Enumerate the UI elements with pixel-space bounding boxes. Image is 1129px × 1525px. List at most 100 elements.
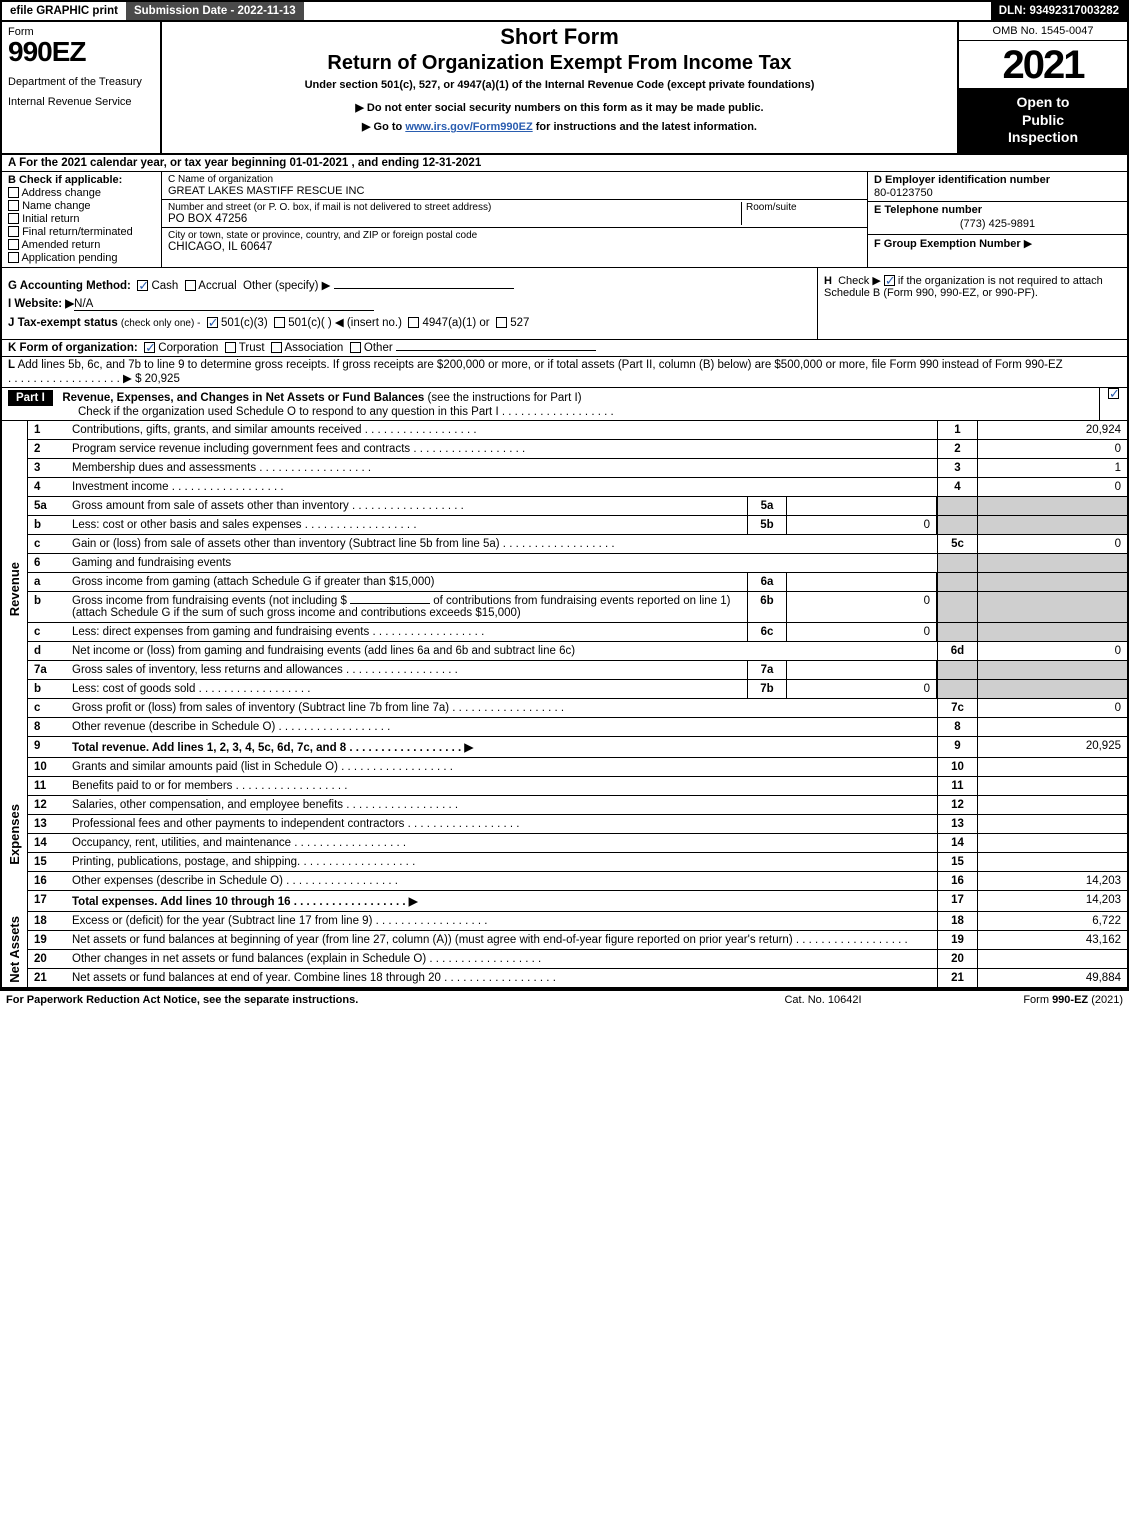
header-mid: Short Form Return of Organization Exempt…: [162, 22, 957, 153]
line-6d: d Net income or (loss) from gaming and f…: [28, 642, 1127, 661]
chk-amended-return[interactable]: Amended return: [8, 239, 155, 251]
f-arrow: ▶: [1024, 238, 1032, 250]
line-7a: 7a Gross sales of inventory, less return…: [28, 661, 1127, 680]
j-501c-check[interactable]: [274, 317, 285, 328]
line-a-label: A: [8, 157, 16, 169]
dept-irs: Internal Revenue Service: [8, 96, 154, 108]
b-checkif: Check if applicable:: [19, 174, 122, 186]
g-other-blank[interactable]: [334, 288, 514, 289]
g-cash-check[interactable]: [137, 280, 148, 291]
line-1: 1 Contributions, gifts, grants, and simi…: [28, 421, 1127, 440]
line-l: L Add lines 5b, 6c, and 7b to line 9 to …: [0, 357, 1129, 388]
chk-address-change[interactable]: Address change: [8, 187, 155, 199]
d-label: D Employer identification number: [874, 174, 1050, 186]
k-trust-check[interactable]: [225, 342, 236, 353]
org-name: GREAT LAKES MASTIFF RESCUE INC: [168, 185, 861, 197]
j-4947-check[interactable]: [408, 317, 419, 328]
line-6a: a Gross income from gaming (attach Sched…: [28, 573, 1127, 592]
6b-blank[interactable]: [350, 603, 430, 604]
footer-right-pre: Form: [1023, 994, 1052, 1006]
k-assoc: Association: [285, 342, 344, 354]
revenue-table: Revenue 1 Contributions, gifts, grants, …: [0, 421, 1129, 758]
b-label: B: [8, 174, 16, 186]
chk-initial-return[interactable]: Initial return: [8, 213, 155, 225]
k-label: K Form of organization:: [8, 342, 138, 354]
dept-treasury: Department of the Treasury: [8, 76, 154, 88]
line-21: 21Net assets or fund balances at end of …: [28, 969, 1127, 987]
line-6c: c Less: direct expenses from gaming and …: [28, 623, 1127, 642]
header-right: OMB No. 1545-0047 2021 Open to Public In…: [957, 22, 1127, 153]
j-label: J Tax-exempt status: [8, 317, 118, 329]
chk-final-return[interactable]: Final return/terminated: [8, 226, 155, 238]
c-city-label: City or town, state or province, country…: [168, 230, 861, 241]
revenue-label: Revenue: [7, 562, 22, 616]
topbar-spacer: [304, 2, 991, 20]
line-6b: b Gross income from fundraising events (…: [28, 592, 1127, 623]
goto-post: for instructions and the latest informat…: [533, 121, 757, 133]
j-527-check[interactable]: [496, 317, 507, 328]
c-name-label: C Name of organization: [168, 174, 861, 185]
line-18: 18Excess or (deficit) for the year (Subt…: [28, 912, 1127, 931]
chk-application-pending[interactable]: Application pending: [8, 252, 155, 264]
g-cash: Cash: [151, 280, 178, 292]
k-trust: Trust: [239, 342, 265, 354]
c-street-label: Number and street (or P. O. box, if mail…: [168, 202, 741, 213]
chk-name-change[interactable]: Name change: [8, 200, 155, 212]
k-assoc-check[interactable]: [271, 342, 282, 353]
dln-label: DLN: 93492317003282: [991, 2, 1127, 20]
part1-checkline-wrap: Check if the organization used Schedule …: [8, 406, 1093, 418]
g-other: Other (specify) ▶: [243, 280, 330, 292]
line-6: 6 Gaming and fundraising events: [28, 554, 1127, 573]
goto-line: ▶ Go to www.irs.gov/Form990EZ for instru…: [170, 120, 949, 133]
j-4947: 4947(a)(1) or: [423, 317, 490, 329]
c-city-row: City or town, state or province, country…: [162, 228, 867, 255]
part1-check[interactable]: [1108, 388, 1119, 399]
f-label: F Group Exemption Number: [874, 238, 1021, 250]
part1-label: Part I: [8, 390, 53, 406]
line-12: 12Salaries, other compensation, and empl…: [28, 796, 1127, 815]
line-17: 17Total expenses. Add lines 10 through 1…: [28, 891, 1127, 912]
line-3: 3 Membership dues and assessments 3 1: [28, 459, 1127, 478]
line-7c: c Gross profit or (loss) from sales of i…: [28, 699, 1127, 718]
open1: Open to: [1017, 94, 1070, 110]
l1-desc: Contributions, gifts, grants, and simila…: [68, 421, 937, 439]
footer-right: Form 990-EZ (2021): [923, 994, 1123, 1006]
phone-value: (773) 425-9891: [874, 216, 1121, 232]
k-other-blank[interactable]: [396, 350, 596, 351]
ssn-warning: ▶ Do not enter social security numbers o…: [170, 101, 949, 114]
d-row: D Employer identification number 80-0123…: [868, 172, 1127, 202]
j-501c3: 501(c)(3): [221, 317, 268, 329]
l-dots: [8, 373, 120, 385]
e-label: E Telephone number: [874, 204, 982, 216]
goto-link[interactable]: www.irs.gov/Form990EZ: [405, 121, 532, 133]
g-accrual: Accrual: [198, 280, 236, 292]
part1-header-row: Part I Revenue, Expenses, and Changes in…: [0, 388, 1129, 421]
g-accrual-check[interactable]: [185, 280, 196, 291]
arrow-icon: [461, 742, 473, 754]
net-assets-table: Net Assets 18Excess or (deficit) for the…: [0, 912, 1129, 989]
page-footer: For Paperwork Reduction Act Notice, see …: [0, 989, 1129, 1009]
h-checkbox[interactable]: [884, 275, 895, 286]
efile-label: efile GRAPHIC print: [2, 2, 126, 20]
k-other-check[interactable]: [350, 342, 361, 353]
ghi-left: G Accounting Method: Cash Accrual Other …: [2, 268, 817, 339]
l-label: L: [8, 359, 15, 371]
open3: Inspection: [1008, 129, 1078, 145]
l1-rn: 1: [937, 421, 977, 439]
return-title: Return of Organization Exempt From Incom…: [170, 52, 949, 75]
col-b: B Check if applicable: Address change Na…: [2, 172, 162, 267]
part1-title: Revenue, Expenses, and Changes in Net As…: [62, 392, 424, 404]
c-name-row: C Name of organization GREAT LAKES MASTI…: [162, 172, 867, 200]
h-label: H: [824, 275, 832, 287]
omb-number: OMB No. 1545-0047: [959, 22, 1127, 41]
expenses-side: Expenses: [2, 758, 28, 912]
h-check-text: Check ▶: [838, 275, 881, 287]
part1-checkline: Check if the organization used Schedule …: [78, 406, 499, 418]
l-text: Add lines 5b, 6c, and 7b to line 9 to de…: [18, 359, 1063, 371]
j-501c3-check[interactable]: [207, 317, 218, 328]
k-corp-check[interactable]: [144, 342, 155, 353]
line-9: 9 Total revenue. Add lines 1, 2, 3, 4, 5…: [28, 737, 1127, 758]
ghi-right: H Check ▶ if the organization is not req…: [817, 268, 1127, 339]
ein-value: 80-0123750: [874, 187, 1121, 199]
form-number: 990EZ: [8, 36, 154, 68]
